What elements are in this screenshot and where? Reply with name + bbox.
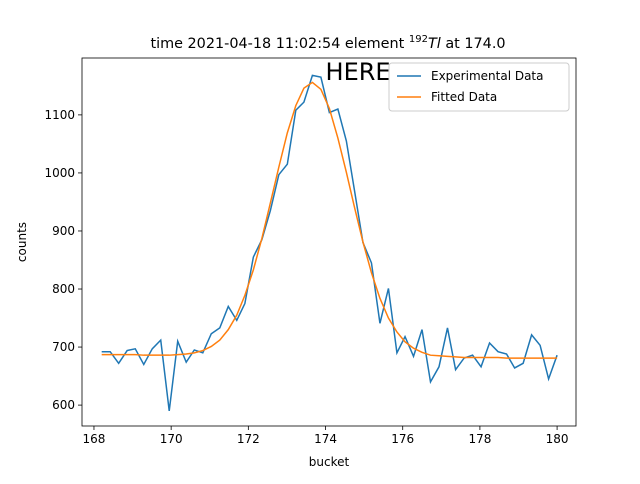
x-tick-label: 176: [391, 432, 414, 446]
data-line: [101, 81, 558, 359]
annotation: HERE: [326, 58, 391, 86]
x-tick-label: 178: [468, 432, 491, 446]
x-tick-label: 170: [160, 432, 183, 446]
y-tick-label: 1100: [44, 108, 75, 122]
y-axis-label: counts: [15, 222, 29, 262]
data-line: [101, 74, 558, 411]
y-tick-label: 1000: [44, 166, 75, 180]
x-tick-label: 172: [237, 432, 260, 446]
legend-label: Fitted Data: [431, 90, 497, 104]
x-tick-label: 174: [314, 432, 337, 446]
x-tick-label: 168: [83, 432, 106, 446]
y-tick-label: 700: [52, 340, 75, 354]
title-symbol: Tl: [428, 36, 441, 52]
plot-frame: [81, 57, 577, 427]
title-suffix: at 174.0: [441, 36, 506, 52]
legend-box: [388, 62, 570, 112]
legend-label: Experimental Data: [431, 69, 544, 83]
x-axis-label: bucket: [309, 455, 350, 469]
y-tick-label: 600: [52, 398, 75, 412]
title-mass: 192: [409, 34, 428, 45]
y-tick-label: 900: [52, 224, 75, 238]
y-tick-label: 800: [52, 282, 75, 296]
chart-title: time 2021-04-18 11:02:54 element 192Tl a…: [150, 34, 505, 52]
title-prefix: time 2021-04-18 11:02:54 element: [150, 36, 408, 52]
x-tick-label: 180: [546, 432, 569, 446]
